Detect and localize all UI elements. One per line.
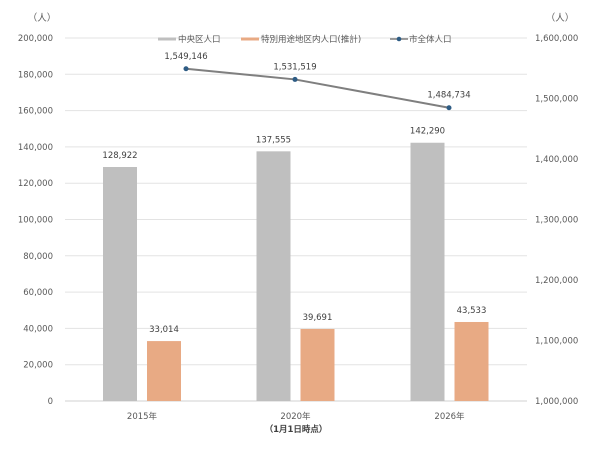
left-tick-label: 200,000	[18, 34, 53, 44]
bar-central-ward	[256, 151, 291, 401]
legend: 中央区人口 特別用途地区内人口(推計) 市全体人口	[158, 34, 452, 45]
x-axis-caption: （1月1日時点）	[265, 424, 328, 435]
left-axis-ticks: 0 20,000 40,000 60,000 80,000 100,000 120,000 1…	[18, 34, 53, 407]
right-tick-label: 1,600,000	[535, 34, 578, 44]
right-axis-unit: （人）	[546, 12, 575, 24]
right-tick-label: 1,300,000	[535, 216, 578, 226]
right-tick-label: 1,100,000	[535, 337, 578, 347]
right-axis-ticks: 1,000,000 1,100,000 1,200,000 1,300,000 1,40…	[535, 34, 578, 407]
bar-central-ward	[410, 142, 445, 401]
left-tick-label: 100,000	[18, 216, 53, 226]
bar-series: 128,922 33,014 137,555 39,691 142,290 43,533	[102, 127, 489, 401]
left-tick-label: 80,000	[23, 252, 53, 262]
line-marker-icon	[292, 76, 298, 82]
left-tick-label: 180,000	[18, 70, 53, 80]
left-tick-label: 120,000	[18, 179, 53, 189]
right-tick-label: 1,200,000	[535, 276, 578, 286]
right-tick-label: 1,400,000	[535, 155, 578, 165]
left-axis-unit: （人）	[28, 12, 57, 24]
data-label: 39,691	[303, 313, 333, 323]
x-tick-label: 2026年	[434, 411, 465, 422]
data-label: 137,555	[256, 135, 291, 145]
right-tick-label: 1,000,000	[535, 397, 578, 407]
left-tick-label: 40,000	[23, 324, 53, 334]
legend-label-city-total: 市全体人口	[409, 34, 452, 45]
left-tick-label: 20,000	[23, 361, 53, 371]
x-axis-labels: 2015年 2020年 2026年	[127, 411, 465, 422]
left-tick-label: 160,000	[18, 107, 53, 117]
left-tick-label: 0	[48, 397, 53, 407]
left-tick-label: 60,000	[23, 288, 53, 298]
bar-special-district	[147, 341, 181, 401]
x-tick-label: 2015年	[127, 411, 158, 422]
line-marker-icon	[183, 66, 189, 72]
data-label: 128,922	[102, 151, 137, 161]
legend-label-central-ward: 中央区人口	[178, 34, 221, 45]
x-tick-label: 2020年	[280, 411, 311, 422]
left-tick-label: 140,000	[18, 143, 53, 153]
legend-marker-icon	[396, 36, 402, 42]
data-label: 43,533	[457, 306, 487, 316]
data-label: 1,531,519	[273, 62, 316, 72]
line-series: 1,549,146 1,531,519 1,484,734	[164, 52, 471, 111]
legend-label-special-district: 特別用途地区内人口(推計)	[261, 34, 361, 45]
bar-central-ward	[103, 167, 137, 401]
data-label: 1,484,734	[427, 91, 470, 101]
right-tick-label: 1,500,000	[535, 95, 578, 105]
bar-special-district	[300, 328, 335, 401]
data-label: 33,014	[149, 325, 179, 335]
line-marker-icon	[446, 105, 452, 111]
data-label: 142,290	[410, 127, 445, 137]
bar-special-district	[454, 321, 489, 401]
gridlines	[65, 37, 527, 402]
data-label: 1,549,146	[164, 52, 207, 62]
